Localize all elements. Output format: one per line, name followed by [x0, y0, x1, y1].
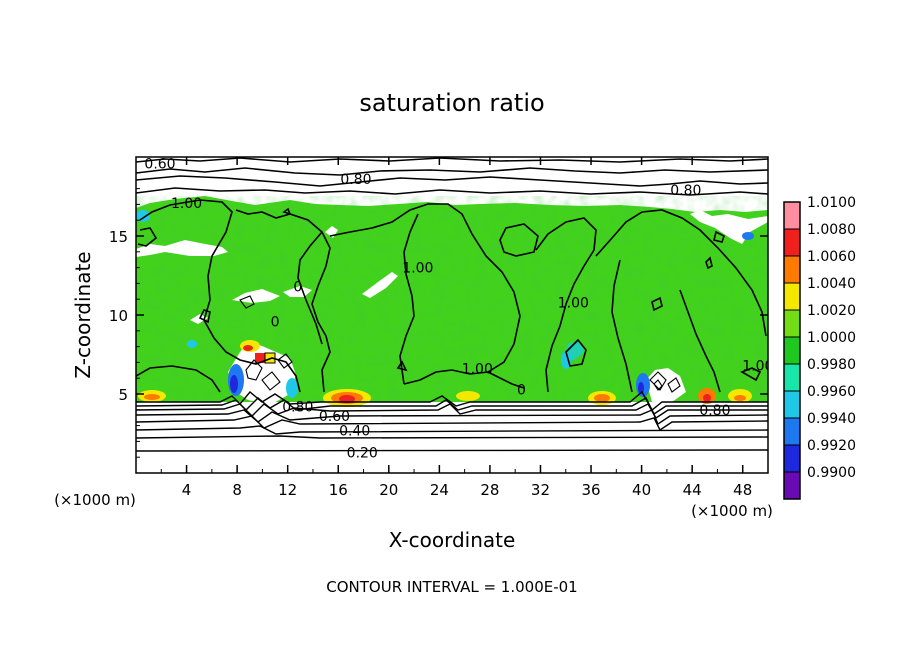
x-axis-ticks: 4 8 12 16 20 24 28 32 36 40 44 48 [160, 157, 752, 499]
contour-label: 0 [271, 314, 280, 330]
contour-label: 0.80 [340, 172, 371, 188]
contour-label: 0.40 [339, 423, 370, 439]
x-tick-label: 24 [430, 481, 449, 499]
contour-label: 0 [293, 280, 302, 296]
unsaturated-patches [136, 210, 768, 405]
x-tick-label: 12 [278, 481, 297, 499]
x-tick-label: 36 [581, 481, 600, 499]
colorbar-swatch [783, 363, 801, 392]
contour-label: 1.00 [171, 196, 202, 212]
colorbar-swatch [783, 471, 801, 500]
contour-interval-note: CONTOUR INTERVAL = 1.000E-01 [326, 578, 577, 596]
x-tick-label: 8 [232, 481, 242, 499]
contour-label: 0.60 [144, 156, 175, 172]
contour-label: 1.00 [558, 295, 589, 311]
x-tick-label: 20 [379, 481, 398, 499]
y-tick-label: 15 [109, 228, 128, 246]
contour-label: 0 [517, 382, 526, 398]
contour-label: 0.80 [282, 400, 313, 416]
colorbar-swatch [783, 255, 801, 284]
contour-label: 0.60 [319, 409, 350, 425]
colorbar-swatch [783, 444, 801, 473]
x-unit-right: (×1000 m) [691, 502, 773, 520]
y-axis-label: Z-coordinate [71, 251, 95, 378]
x-tick-label: 40 [632, 481, 651, 499]
colorbar-label: 1.0020 [807, 303, 856, 319]
colorbar-label: 0.9960 [807, 384, 856, 400]
colorbar-label: 1.0100 [807, 195, 856, 211]
colorbar-swatch [783, 282, 801, 311]
colorbar-label: 1.0040 [807, 276, 856, 292]
contour-label: 1.00 [742, 359, 773, 375]
colorbar-swatch [783, 336, 801, 365]
colorbar-label: 1.0080 [807, 222, 856, 238]
x-tick-label: 28 [480, 481, 499, 499]
colorbar-swatch [783, 390, 801, 419]
colorbar-swatch [783, 228, 801, 257]
colorbar-frame [783, 201, 801, 500]
chart-title: saturation ratio [359, 89, 544, 117]
x-tick-label: 4 [182, 481, 192, 499]
contour-label: 1.00 [402, 261, 433, 277]
upper-contours [136, 157, 768, 196]
x-tick-label: 32 [531, 481, 550, 499]
contour-label: 1.00 [462, 362, 493, 378]
colorbar-label: 0.9900 [807, 465, 856, 481]
x-tick-label: 16 [329, 481, 348, 499]
colorbar: 1.0100 1.0080 1.0060 1.0040 1.0020 1.0000 0.99… [783, 195, 856, 500]
x-axis-label: X-coordinate [389, 528, 516, 552]
contour-label: 0.20 [347, 445, 378, 461]
contour-clusters [239, 295, 681, 393]
colorbar-label: 0.9920 [807, 438, 856, 454]
saturation-contours [136, 199, 767, 393]
contour-label: 0.80 [670, 183, 701, 199]
colorbar-label: 0.9940 [807, 411, 856, 427]
y-axis-ticks: 5 10 15 [109, 172, 768, 458]
x-unit-left: (×1000 m) [54, 491, 136, 509]
colorbar-label: 0.9980 [807, 357, 856, 373]
colorbar-swatch [783, 309, 801, 338]
contour-labels: 0.60 0.80 0.80 1.00 1.00 1.00 1.00 1.00 0 0 0 0.80 0… [144, 156, 773, 461]
contour-label: 0.80 [699, 403, 730, 419]
x-tick-label: 48 [733, 481, 752, 499]
x-tick-label: 44 [683, 481, 702, 499]
colorbar-swatch [783, 201, 801, 230]
colorbar-label: 1.0060 [807, 249, 856, 265]
y-tick-label: 5 [118, 386, 128, 404]
colorbar-swatch [783, 417, 801, 446]
colorbar-label: 1.0000 [807, 330, 856, 346]
cool-anomalies [136, 210, 754, 398]
y-tick-label: 10 [109, 307, 128, 325]
lower-contours [136, 390, 768, 452]
plot-area: 0.60 0.80 0.80 1.00 1.00 1.00 1.00 1.00 0 0 0 0.80 0… [136, 156, 773, 473]
